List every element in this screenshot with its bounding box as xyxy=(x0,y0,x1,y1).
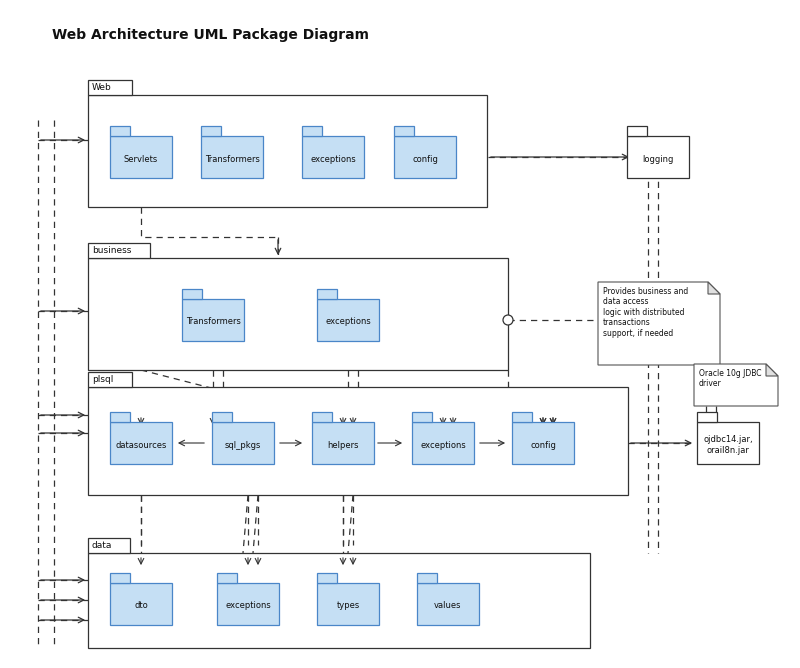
Text: exceptions: exceptions xyxy=(310,154,356,164)
Text: Oracle 10g JDBC
driver: Oracle 10g JDBC driver xyxy=(699,369,762,388)
Bar xyxy=(212,412,232,422)
Bar xyxy=(212,422,274,464)
Bar xyxy=(201,126,221,136)
Text: Web: Web xyxy=(92,83,112,92)
Bar xyxy=(317,299,379,341)
Text: Web Architecture UML Package Diagram: Web Architecture UML Package Diagram xyxy=(52,28,369,42)
Bar xyxy=(417,573,437,583)
Bar xyxy=(394,126,414,136)
Bar xyxy=(412,422,474,464)
Text: types: types xyxy=(336,601,360,611)
Bar xyxy=(512,422,574,464)
Bar xyxy=(110,412,130,422)
Bar xyxy=(394,136,456,178)
Bar xyxy=(697,422,759,464)
Text: dto: dto xyxy=(134,601,148,611)
Bar xyxy=(417,583,479,625)
Bar xyxy=(88,80,132,95)
Text: Transformers: Transformers xyxy=(205,154,259,164)
Text: helpers: helpers xyxy=(327,440,358,450)
Text: exceptions: exceptions xyxy=(325,317,371,327)
Bar xyxy=(88,538,130,553)
Text: Provides business and
data access
logic with distributed
transactions
support, i: Provides business and data access logic … xyxy=(603,287,688,337)
Bar xyxy=(88,258,508,370)
Bar xyxy=(512,412,532,422)
Text: exceptions: exceptions xyxy=(225,601,271,611)
Bar xyxy=(627,136,689,178)
Text: exceptions: exceptions xyxy=(420,440,466,450)
Bar xyxy=(88,243,150,258)
Text: Servlets: Servlets xyxy=(124,154,158,164)
Bar xyxy=(302,136,364,178)
Text: plsql: plsql xyxy=(92,375,114,384)
Bar xyxy=(317,289,337,299)
Polygon shape xyxy=(694,364,778,406)
Bar xyxy=(88,95,487,207)
Bar xyxy=(697,412,717,422)
Bar xyxy=(217,573,237,583)
Circle shape xyxy=(503,315,513,325)
Bar xyxy=(302,126,322,136)
Bar xyxy=(88,387,628,495)
Bar xyxy=(182,289,202,299)
Text: logging: logging xyxy=(642,154,674,164)
Text: datasources: datasources xyxy=(115,440,166,450)
Bar xyxy=(312,412,332,422)
Bar xyxy=(110,573,130,583)
Text: ojdbc14.jar,
orail8n.jar: ojdbc14.jar, orail8n.jar xyxy=(703,436,753,455)
Polygon shape xyxy=(598,282,720,365)
Polygon shape xyxy=(766,364,778,376)
Text: Transformers: Transformers xyxy=(186,317,241,327)
Bar xyxy=(201,136,263,178)
Bar xyxy=(110,422,172,464)
Text: config: config xyxy=(530,440,556,450)
Text: data: data xyxy=(92,541,112,550)
Bar xyxy=(88,372,132,387)
Bar xyxy=(217,583,279,625)
Bar xyxy=(317,573,337,583)
Bar xyxy=(317,583,379,625)
Bar xyxy=(110,136,172,178)
Text: values: values xyxy=(434,601,462,611)
Bar xyxy=(627,126,647,136)
Bar xyxy=(110,583,172,625)
Bar xyxy=(412,412,432,422)
Bar xyxy=(312,422,374,464)
Text: business: business xyxy=(92,246,131,255)
Bar xyxy=(110,126,130,136)
Polygon shape xyxy=(708,282,720,294)
Text: sql_pkgs: sql_pkgs xyxy=(225,440,261,450)
Bar xyxy=(88,553,590,648)
Text: config: config xyxy=(412,154,438,164)
Bar xyxy=(182,299,244,341)
